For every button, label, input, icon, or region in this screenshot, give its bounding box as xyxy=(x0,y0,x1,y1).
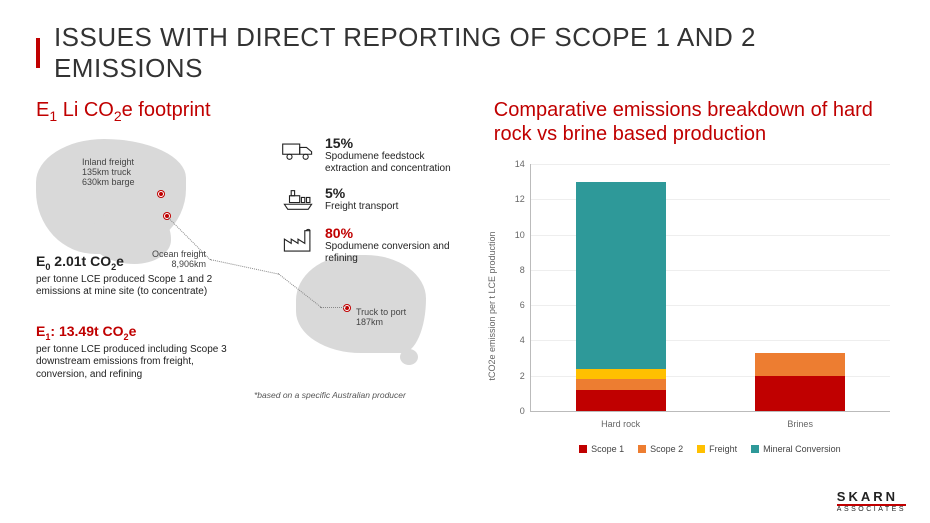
e1-body: per tonne LCE produced including Scope 3… xyxy=(36,344,246,382)
legend-item: Mineral Conversion xyxy=(751,444,841,454)
e1-definition: E1: 13.49t CO2e per tonne LCE produced i… xyxy=(36,323,246,381)
breakdown-text: 5% Freight transport xyxy=(325,185,398,213)
legend-label: Scope 1 xyxy=(591,444,624,454)
title-accent xyxy=(36,38,40,68)
map-label-truck: Truck to port 187km xyxy=(356,307,406,328)
footnote: *based on a specific Australian producer xyxy=(254,390,406,400)
map-area: Inland freight 135km truck 630km barge O… xyxy=(36,135,470,335)
route-segment xyxy=(320,307,346,308)
bar-segment xyxy=(576,390,666,411)
left-heading: E1 Li CO2e footprint xyxy=(36,98,470,125)
ship-icon xyxy=(281,185,315,215)
y-tick: 0 xyxy=(503,406,525,416)
legend-swatch xyxy=(638,445,646,453)
legend-label: Scope 2 xyxy=(650,444,683,454)
left-panel: E1 Li CO2e footprint Inland freight 135k… xyxy=(36,98,470,456)
chart: tCO2e emission per t LCE production 0246… xyxy=(494,156,898,456)
legend-item: Freight xyxy=(697,444,737,454)
y-tick: 12 xyxy=(503,194,525,204)
logo-name: SKARN xyxy=(837,489,898,504)
logo-sub: ASSOCIATES xyxy=(837,504,906,513)
bar-column xyxy=(576,182,666,411)
bar-column xyxy=(755,353,845,411)
map-dot xyxy=(344,305,350,311)
bar-segment xyxy=(755,376,845,411)
legend-label: Mineral Conversion xyxy=(763,444,841,454)
bar-segment xyxy=(576,379,666,390)
chart-plot-area: 02468101214Hard rockBrines xyxy=(530,164,890,412)
logo: SKARN ASSOCIATES xyxy=(837,491,906,513)
y-axis-label: tCO2e emission per t LCE production xyxy=(487,231,497,380)
truck-icon xyxy=(281,135,315,165)
legend-swatch xyxy=(751,445,759,453)
x-tick-label: Hard rock xyxy=(601,419,640,429)
columns: E1 Li CO2e footprint Inland freight 135k… xyxy=(36,98,898,456)
legend-swatch xyxy=(579,445,587,453)
y-tick: 14 xyxy=(503,159,525,169)
e0-definition: E0 2.01t CO2e per tonne LCE produced Sco… xyxy=(36,253,246,299)
map-dot xyxy=(158,191,164,197)
page-title: ISSUES WITH DIRECT REPORTING OF SCOPE 1 … xyxy=(54,22,898,84)
breakdown-text: 15% Spodumene feedstock extraction and c… xyxy=(325,135,470,175)
bar-segment xyxy=(576,369,666,380)
right-panel: Comparative emissions breakdown of hard … xyxy=(494,98,898,456)
y-tick: 10 xyxy=(503,230,525,240)
chart-gridline xyxy=(531,164,890,165)
legend-item: Scope 1 xyxy=(579,444,624,454)
y-tick: 6 xyxy=(503,300,525,310)
y-tick: 8 xyxy=(503,265,525,275)
factory-icon xyxy=(281,225,315,255)
map-label-inland: Inland freight 135km truck 630km barge xyxy=(82,157,135,188)
slide: ISSUES WITH DIRECT REPORTING OF SCOPE 1 … xyxy=(0,0,930,523)
title-bar: ISSUES WITH DIRECT REPORTING OF SCOPE 1 … xyxy=(36,22,898,84)
chart-legend: Scope 1 Scope 2 Freight Mineral Conversion xyxy=(530,444,890,454)
breakdown-text: 80% Spodumene conversion and refining xyxy=(325,225,470,265)
breakdown-item: 15% Spodumene feedstock extraction and c… xyxy=(281,135,470,175)
e0-body: per tonne LCE produced Scope 1 and 2 emi… xyxy=(36,274,246,299)
y-tick: 2 xyxy=(503,371,525,381)
legend-item: Scope 2 xyxy=(638,444,683,454)
bar-segment xyxy=(576,182,666,369)
legend-label: Freight xyxy=(709,444,737,454)
right-heading: Comparative emissions breakdown of hard … xyxy=(494,98,898,146)
breakdown-item: 5% Freight transport xyxy=(281,185,470,215)
y-tick: 4 xyxy=(503,335,525,345)
e0-head: E0 2.01t CO2e xyxy=(36,253,246,272)
x-tick-label: Brines xyxy=(787,419,813,429)
e1-head: E1: 13.49t CO2e xyxy=(36,323,246,342)
breakdown-list: 15% Spodumene feedstock extraction and c… xyxy=(281,135,470,275)
breakdown-item: 80% Spodumene conversion and refining xyxy=(281,225,470,265)
bar-segment xyxy=(755,353,845,376)
legend-swatch xyxy=(697,445,705,453)
